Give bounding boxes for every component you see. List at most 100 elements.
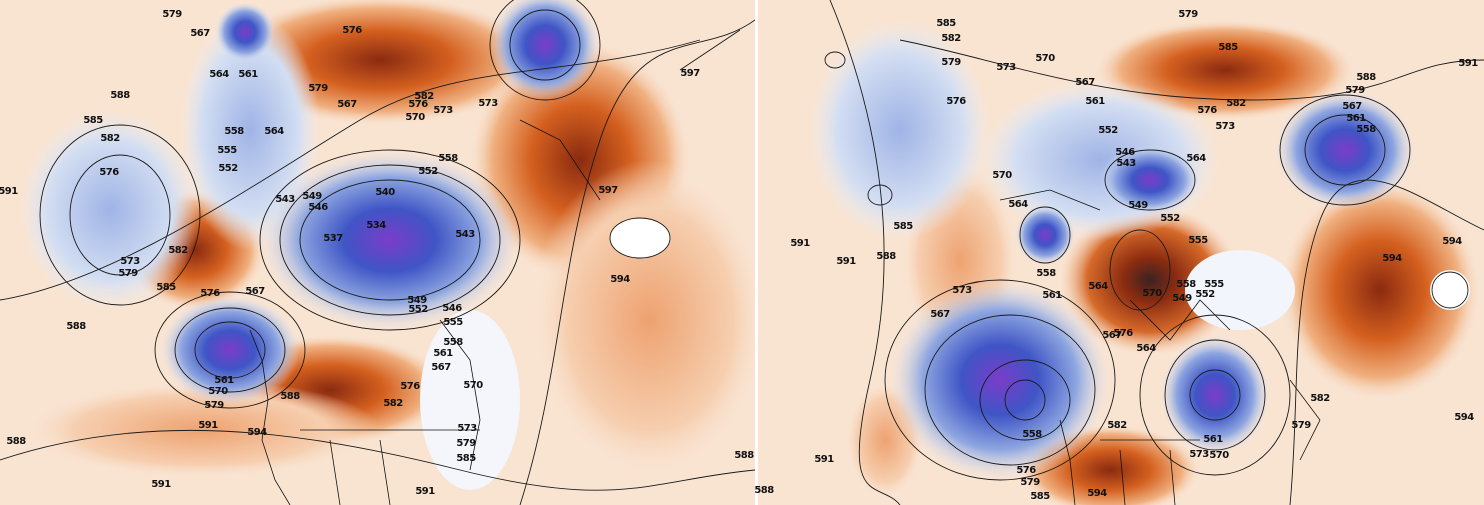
contour-label: 543 xyxy=(455,229,475,240)
contour-label: 573 xyxy=(478,98,498,109)
contour-label: 591 xyxy=(0,186,18,197)
contour-label: 570 xyxy=(1209,450,1229,461)
contour-label: 591 xyxy=(814,454,834,465)
contour-label: 573 xyxy=(996,62,1016,73)
contour-label: 582 xyxy=(941,33,961,44)
contour-label: 585 xyxy=(83,115,103,126)
contour-label: 546 xyxy=(1115,147,1135,158)
contour-label: 552 xyxy=(418,166,438,177)
contour-label: 588 xyxy=(754,485,774,496)
left-map xyxy=(0,0,755,505)
contour-label: 564 xyxy=(1008,199,1028,210)
contour-label: 552 xyxy=(1160,213,1180,224)
contour-label: 555 xyxy=(1204,279,1224,290)
contour-label: 570 xyxy=(992,170,1012,181)
contour-label: 570 xyxy=(208,386,228,397)
contour-label: 576 xyxy=(99,167,119,178)
contour-label: 546 xyxy=(442,303,462,314)
contour-label: 579 xyxy=(1345,85,1365,96)
contour-label: 591 xyxy=(415,486,435,497)
contour-label: 564 xyxy=(209,69,229,80)
contour-label: 576 xyxy=(946,96,966,107)
contour-label: 579 xyxy=(1178,9,1198,20)
contour-label: 567 xyxy=(1342,101,1362,112)
contour-label: 558 xyxy=(1022,429,1042,440)
contour-label: 549 xyxy=(302,191,322,202)
contour-label: 549 xyxy=(407,295,427,306)
contour-label: 594 xyxy=(1454,412,1474,423)
contour-label: 588 xyxy=(6,436,26,447)
contour-label: 570 xyxy=(463,380,483,391)
contour-label: 585 xyxy=(456,453,476,464)
contour-label: 558 xyxy=(443,337,463,348)
contour-label: 567 xyxy=(1075,77,1095,88)
contour-label: 582 xyxy=(414,91,434,102)
contour-label: 561 xyxy=(214,375,234,386)
contour-label: 579 xyxy=(941,57,961,68)
contour-label: 567 xyxy=(190,28,210,39)
contour-label: 549 xyxy=(1128,200,1148,211)
contour-label: 582 xyxy=(168,245,188,256)
contour-label: 555 xyxy=(217,145,237,156)
contour-label: 558 xyxy=(1036,268,1056,279)
contour-label: 585 xyxy=(156,282,176,293)
contour-label: 573 xyxy=(457,423,477,434)
contour-label: 582 xyxy=(1226,98,1246,109)
contour-label: 555 xyxy=(443,317,463,328)
contour-label: 567 xyxy=(245,286,265,297)
contour-label: 588 xyxy=(280,391,300,402)
contour-label: 570 xyxy=(405,112,425,123)
contour-label: 591 xyxy=(198,420,218,431)
contour-label: 582 xyxy=(1107,420,1127,431)
contour-label: 576 xyxy=(400,381,420,392)
contour-label: 558 xyxy=(1176,279,1196,290)
contour-label: 585 xyxy=(1218,42,1238,53)
contour-label: 567 xyxy=(930,309,950,320)
contour-label: 570 xyxy=(1142,288,1162,299)
contour-label: 552 xyxy=(408,304,428,315)
contour-label: 570 xyxy=(1035,53,1055,64)
contour-label: 579 xyxy=(204,400,224,411)
contour-label: 591 xyxy=(1458,58,1478,69)
contour-label: 585 xyxy=(893,221,913,232)
contour-label: 579 xyxy=(162,9,182,20)
contour-label: 561 xyxy=(1042,290,1062,301)
contour-label: 552 xyxy=(1195,289,1215,300)
contour-label: 576 xyxy=(200,288,220,299)
contour-label: 540 xyxy=(375,187,395,198)
contour-label: 573 xyxy=(1189,449,1209,460)
contour-label: 582 xyxy=(383,398,403,409)
right-map xyxy=(758,0,1484,505)
contour-label: 594 xyxy=(247,427,267,438)
contour-label: 579 xyxy=(1291,420,1311,431)
contour-label: 576 xyxy=(1197,105,1217,116)
contour-label: 594 xyxy=(610,274,630,285)
contour-label: 558 xyxy=(1356,124,1376,135)
contour-label: 561 xyxy=(433,348,453,359)
contour-label: 567 xyxy=(337,99,357,110)
contour-label: 585 xyxy=(1030,491,1050,502)
contours xyxy=(824,0,1484,505)
contour-label: 588 xyxy=(734,450,754,461)
contour-label: 576 xyxy=(1113,328,1133,339)
contours xyxy=(0,0,755,505)
contour-label: 564 xyxy=(1088,281,1108,292)
contour-label: 588 xyxy=(1356,72,1376,83)
contour-label: 594 xyxy=(1087,488,1107,499)
contour-label: 564 xyxy=(1136,343,1156,354)
contour-label: 579 xyxy=(456,438,476,449)
contour-label: 561 xyxy=(1346,113,1366,124)
contour-label: 543 xyxy=(1116,158,1136,169)
divider xyxy=(755,0,758,505)
contour-label: 558 xyxy=(224,126,244,137)
contour-label: 552 xyxy=(218,163,238,174)
contour-label: 597 xyxy=(598,185,618,196)
contour-label: 537 xyxy=(323,233,343,244)
contour-label: 561 xyxy=(1085,96,1105,107)
contour-label: 588 xyxy=(876,251,896,262)
contour-label: 573 xyxy=(1215,121,1235,132)
contour-label: 561 xyxy=(238,69,258,80)
contour-label: 564 xyxy=(264,126,284,137)
